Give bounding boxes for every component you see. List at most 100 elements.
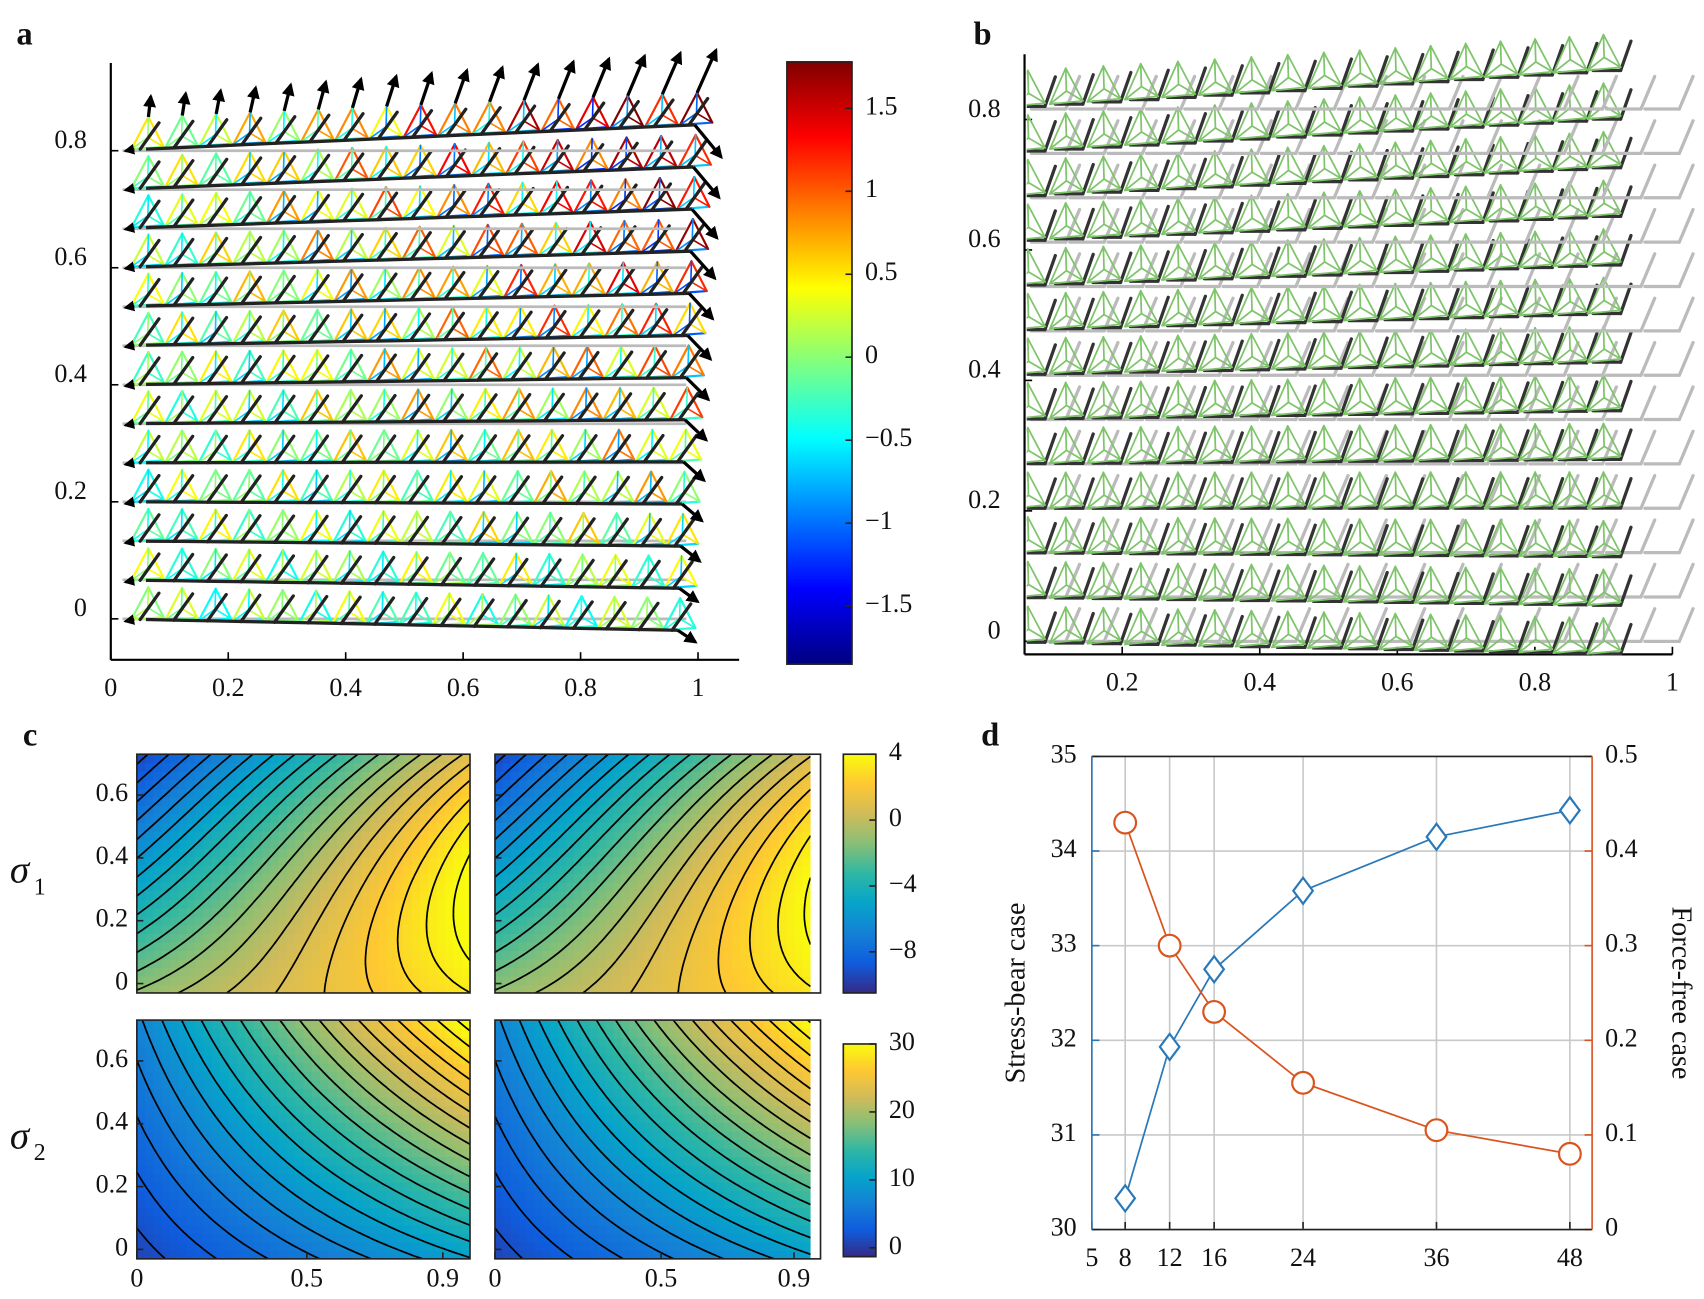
lattice-edge: [1124, 312, 1143, 328]
lattice-edge: [1307, 317, 1342, 323]
field-cell: [386, 916, 396, 926]
field-cell: [203, 950, 213, 960]
field-cell: [203, 796, 213, 807]
field-cell: [361, 916, 371, 926]
lattice-edge: [282, 269, 285, 292]
lattice-edge: [385, 126, 403, 138]
lattice-edge: [214, 192, 217, 215]
field-cell: [378, 805, 388, 815]
lattice-edge: [647, 575, 665, 587]
lattice-edge: [600, 428, 620, 464]
lattice-edge: [1251, 448, 1270, 460]
lattice-edge: [435, 224, 455, 260]
lattice-strut: [510, 310, 533, 341]
lattice-strut: [1375, 336, 1389, 370]
lattice-edge: [1307, 331, 1325, 370]
lattice-edge: [515, 511, 534, 544]
lattice-edge: [1586, 422, 1605, 461]
lattice-edge: [1602, 422, 1605, 448]
field-cell: [278, 865, 288, 875]
lattice-edge: [419, 103, 438, 136]
lattice-edge: [1602, 568, 1622, 603]
undeformed-edge: [1524, 607, 1542, 643]
field-cell: [145, 779, 155, 789]
lattice-edge: [1430, 67, 1449, 80]
field-cell: [445, 958, 454, 969]
field-cell: [295, 899, 305, 909]
lattice-edge: [1234, 78, 1253, 94]
lattice-edge: [402, 103, 422, 139]
lattice-edge: [401, 225, 421, 261]
lattice-edge: [1214, 172, 1233, 185]
lattice-edge: [1064, 426, 1084, 461]
lattice-edge: [316, 308, 334, 341]
field-cell: [311, 907, 321, 917]
lattice-edge: [415, 571, 433, 583]
field-cell: [361, 856, 371, 866]
field-cell: [195, 762, 205, 772]
field-cell: [403, 805, 413, 815]
lattice-edge: [1378, 635, 1397, 651]
lattice-edge: [1214, 310, 1233, 323]
lattice-strut: [614, 225, 637, 255]
field-cell: [161, 933, 171, 943]
lattice-edge: [1413, 172, 1449, 178]
lattice-edge: [281, 529, 300, 541]
field-cell: [428, 958, 438, 969]
lattice-edge: [401, 246, 420, 260]
lattice-edge: [1049, 584, 1068, 599]
lattice-edge: [416, 469, 434, 502]
field-cell: [220, 933, 230, 943]
lattice-strut: [606, 517, 629, 548]
lattice-edge: [1086, 178, 1105, 194]
lattice-edge: [1534, 423, 1537, 448]
lattice-edge: [687, 344, 705, 377]
field-cell: [428, 924, 438, 934]
lattice-edge: [248, 270, 251, 293]
field-cell: [436, 933, 446, 943]
lattice-edge: [1586, 358, 1622, 364]
lattice-edge: [1161, 129, 1180, 144]
field-cell: [161, 882, 171, 892]
lattice-edge: [1027, 538, 1046, 551]
field-cell: [178, 865, 188, 875]
lattice-edge: [1064, 336, 1068, 362]
field-cell: [220, 830, 230, 841]
field-cell: [395, 788, 405, 798]
lattice-edge: [1102, 155, 1122, 190]
field-cell: [295, 813, 305, 824]
lattice-edge: [248, 469, 266, 502]
field-cell: [386, 796, 396, 807]
field-cell: [228, 813, 238, 824]
lattice-strut: [1410, 194, 1425, 227]
lattice-edge: [215, 152, 233, 185]
lattice-strut: [172, 513, 195, 544]
field-cell: [445, 839, 454, 849]
lattice-edge: [694, 154, 712, 166]
field-cell: [411, 933, 421, 943]
lattice-edge: [1124, 516, 1142, 555]
lattice-strut: [206, 236, 229, 267]
lattice-edge: [1287, 540, 1306, 553]
lattice-edge: [1251, 217, 1270, 229]
lattice-edge: [1064, 471, 1084, 506]
lattice-edge: [1124, 322, 1159, 328]
lattice-edge: [1586, 542, 1605, 558]
field-cell: [411, 796, 421, 807]
lattice-edge: [1483, 599, 1519, 605]
lattice-edge: [1499, 471, 1503, 496]
x-tick-label: 0.8: [564, 673, 597, 702]
lattice-edge: [1271, 494, 1290, 510]
lattice-strut: [576, 392, 599, 423]
lattice-edge: [1342, 541, 1362, 556]
lattice-edge: [1394, 47, 1397, 72]
lattice-edge: [1103, 539, 1122, 551]
field-cell: [178, 907, 188, 917]
lattice-edge: [1342, 306, 1362, 322]
lattice-edge: [678, 597, 681, 620]
field-cell: [178, 754, 188, 764]
lattice-edge: [1499, 40, 1519, 75]
lattice-edge: [1177, 448, 1196, 461]
field-cell: [228, 771, 238, 781]
lattice-edge: [181, 232, 199, 265]
